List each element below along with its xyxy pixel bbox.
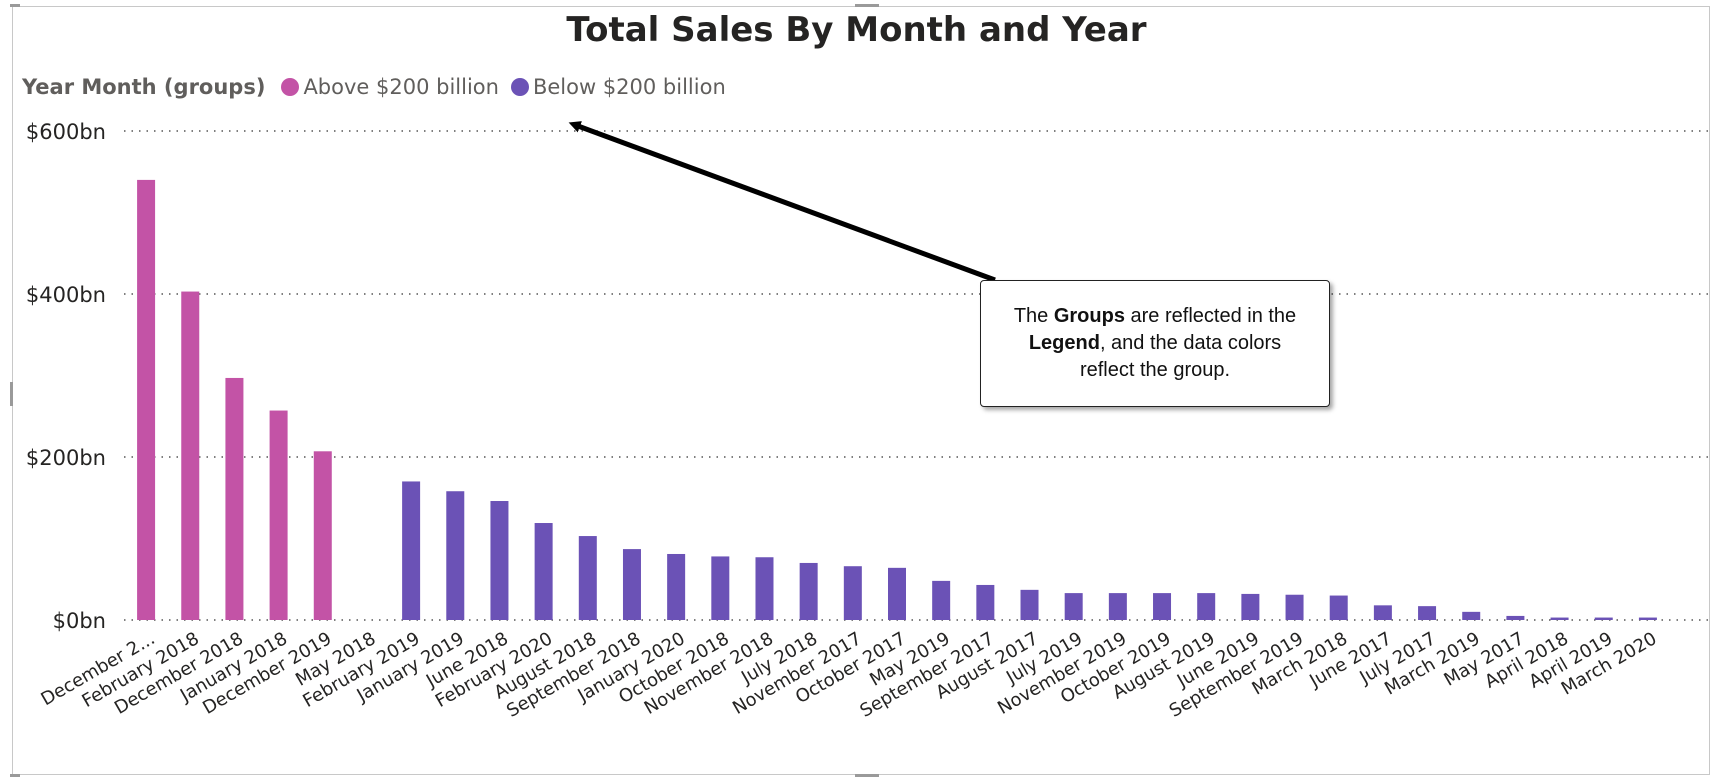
annotation-text-legend: Legend: [1028, 332, 1100, 354]
legend-label-above: Above $200 billion: [303, 75, 499, 99]
legend-title: Year Month (groups): [22, 75, 266, 99]
annotation-text-part: The: [1013, 305, 1054, 327]
bar[interactable]: [1550, 617, 1569, 620]
y-tick-label: $200bn: [26, 446, 106, 470]
legend-item-below[interactable]: Below $200 billion: [510, 75, 726, 99]
bar[interactable]: [269, 410, 288, 620]
bar[interactable]: [1108, 593, 1127, 620]
bar[interactable]: [137, 179, 156, 620]
resize-handle-corner-bottom-left[interactable]: [10, 774, 20, 777]
bar[interactable]: [446, 491, 465, 620]
bar[interactable]: [181, 291, 200, 620]
bar[interactable]: [1638, 617, 1657, 620]
bar[interactable]: [755, 557, 774, 620]
legend: Year Month (groups) Above $200 billion B…: [22, 74, 738, 100]
bar[interactable]: [711, 556, 730, 620]
bar[interactable]: [402, 481, 421, 620]
annotation-text-groups: Groups: [1053, 305, 1125, 327]
bar[interactable]: [578, 536, 597, 620]
bar[interactable]: [622, 549, 641, 620]
bar[interactable]: [843, 566, 862, 620]
annotation-text-part: , and the data colors reflect the group.: [1079, 332, 1282, 381]
resize-handle-bottom[interactable]: [855, 774, 879, 777]
bar[interactable]: [1594, 617, 1613, 620]
bar[interactable]: [799, 562, 818, 620]
bar[interactable]: [1285, 594, 1304, 620]
bar[interactable]: [888, 567, 906, 620]
y-tick-label: $400bn: [26, 283, 106, 307]
legend-marker-above: [281, 78, 300, 96]
bar[interactable]: [1241, 593, 1260, 620]
resize-handle-top[interactable]: [855, 4, 879, 7]
annotation-arrow: [568, 121, 996, 283]
bar[interactable]: [1020, 589, 1039, 620]
bar[interactable]: [490, 501, 509, 620]
bar[interactable]: [1153, 593, 1172, 620]
y-tick-label: $600bn: [26, 120, 106, 144]
y-tick-label: $0bn: [53, 609, 106, 633]
bar[interactable]: [1329, 595, 1348, 620]
legend-marker-below: [510, 78, 529, 96]
bar[interactable]: [313, 451, 332, 620]
chart-title: Total Sales By Month and Year: [566, 10, 1147, 50]
annotation-text-part: are reflected in the: [1124, 305, 1297, 327]
bar[interactable]: [1418, 606, 1437, 620]
bar[interactable]: [225, 377, 244, 620]
bar[interactable]: [976, 584, 995, 620]
bar[interactable]: [1064, 593, 1083, 620]
resize-handle-left[interactable]: [10, 382, 13, 406]
bar[interactable]: [667, 553, 686, 620]
legend-label-below: Below $200 billion: [532, 75, 726, 99]
bar[interactable]: [1506, 615, 1525, 620]
annotation-callout: The Groups are reflected in the Legend, …: [980, 280, 1330, 407]
bar[interactable]: [1462, 611, 1481, 620]
resize-handle-corner-top-left[interactable]: [10, 4, 20, 7]
annotation-text: The Groups are reflected in the Legend, …: [999, 303, 1311, 384]
bar[interactable]: [1373, 605, 1392, 620]
bar[interactable]: [932, 580, 951, 620]
bar[interactable]: [1197, 593, 1216, 620]
bar[interactable]: [534, 523, 553, 620]
legend-item-above[interactable]: Above $200 billion: [281, 75, 499, 99]
